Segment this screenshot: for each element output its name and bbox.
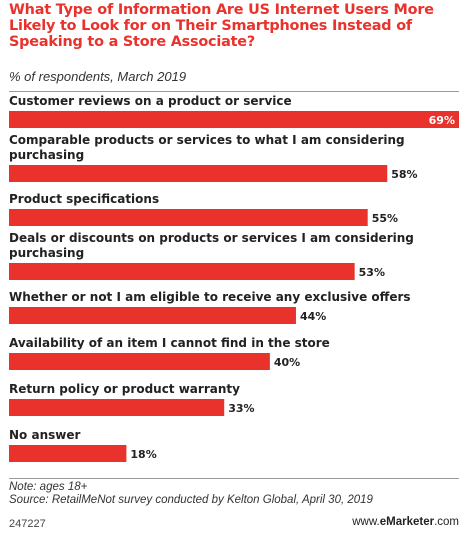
bar [9, 353, 270, 370]
bar [9, 263, 355, 280]
category-label: Availability of an item I cannot find in… [9, 336, 330, 350]
brand-prefix: www. [352, 516, 380, 528]
bar-value-label: 18% [130, 448, 156, 461]
category-label: purchasing [9, 148, 84, 162]
bar [9, 307, 296, 324]
bar-value-label: 58% [391, 168, 417, 181]
category-label: Product specifications [9, 192, 159, 206]
bar [9, 445, 127, 462]
category-label: Whether or not I am eligible to receive … [9, 290, 411, 304]
bar-value-label: 69% [429, 114, 455, 127]
bar [9, 399, 225, 416]
bar-value-label: 44% [300, 310, 326, 323]
bar-chart: Customer reviews on a product or service… [9, 94, 459, 462]
chart-id: 247227 [9, 518, 46, 530]
category-label: Comparable products or services to what … [9, 133, 405, 147]
category-label: Return policy or product warranty [9, 382, 240, 396]
category-label: purchasing [9, 246, 84, 260]
bar-value-label: 33% [228, 402, 254, 415]
bar-value-label: 55% [372, 212, 398, 225]
category-label: No answer [9, 428, 80, 442]
category-label: Customer reviews on a product or service [9, 94, 292, 108]
bar [9, 165, 388, 182]
chart-subtitle: % of respondents, March 2019 [9, 69, 187, 84]
chart-title: What Type of Information Are US Internet… [9, 2, 434, 50]
brand-suffix: .com [434, 516, 459, 528]
chart-source: Source: RetailMeNot survey conducted by … [9, 494, 373, 506]
bar-value-label: 40% [274, 356, 300, 369]
chart-note: Note: ages 18+ [9, 481, 88, 493]
top-divider [9, 91, 459, 92]
bar [9, 209, 368, 226]
bar-value-label: 53% [359, 266, 385, 279]
emarketer-brand[interactable]: www.eMarketer.com [352, 516, 459, 528]
category-label: Deals or discounts on products or servic… [9, 231, 414, 245]
bar [9, 111, 459, 128]
bottom-divider [9, 478, 459, 479]
brand-name: eMarketer [379, 516, 435, 528]
